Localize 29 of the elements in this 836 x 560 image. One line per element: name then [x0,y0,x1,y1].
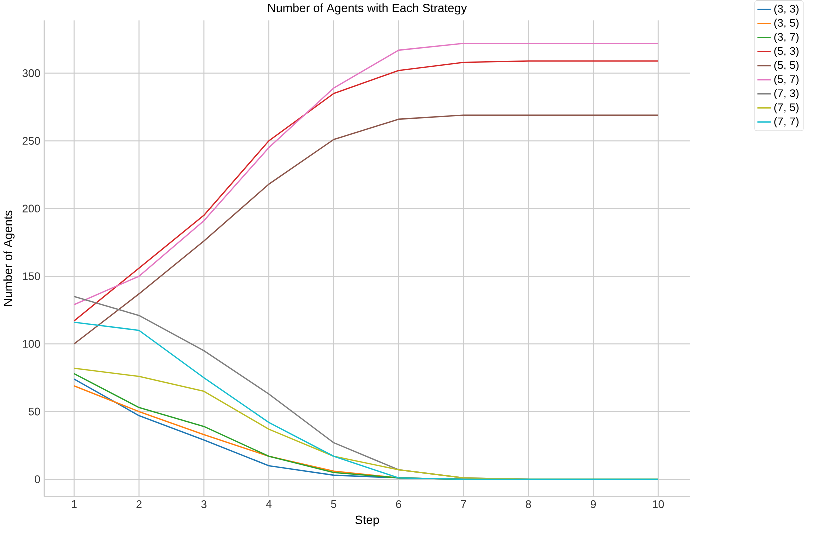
y-tick-label: 50 [28,408,40,416]
chart-title: Number of Agents with Each Strategy [268,3,468,15]
legend-label: (7, 5) [774,103,799,114]
legend-label: (5, 3) [774,46,799,58]
y-tick-label: 0 [34,475,40,484]
legend-label: (3, 7) [774,32,799,44]
y-tick-label: 100 [23,340,40,348]
x-tick-label: 2 [136,500,142,508]
legend-label: (5, 5) [774,60,799,72]
x-tick-label: 8 [526,500,532,508]
x-tick-label: 5 [331,500,337,508]
x-tick-label: 10 [653,500,664,508]
x-tick-label: 9 [590,500,596,508]
x-tick-label: 4 [266,500,272,508]
y-axis-title: Number of Agents [4,210,15,306]
x-tick-label: 3 [202,500,207,508]
y-tick-label: 150 [23,272,40,280]
legend-label: (5, 7) [774,75,799,86]
legend-label: (3, 3) [774,4,799,15]
y-tick-label: 250 [22,137,40,145]
y-tick-label: 300 [22,69,40,78]
x-tick-label: 7 [461,500,466,508]
legend-label: (7, 3) [774,89,799,100]
x-tick-label: 6 [396,500,402,508]
legend-label: (7, 7) [774,117,799,128]
legend-label: (3, 5) [774,18,799,29]
x-tick-label: 1 [72,500,77,508]
y-tick-label: 200 [22,204,40,213]
x-axis-title: Step [356,516,380,527]
